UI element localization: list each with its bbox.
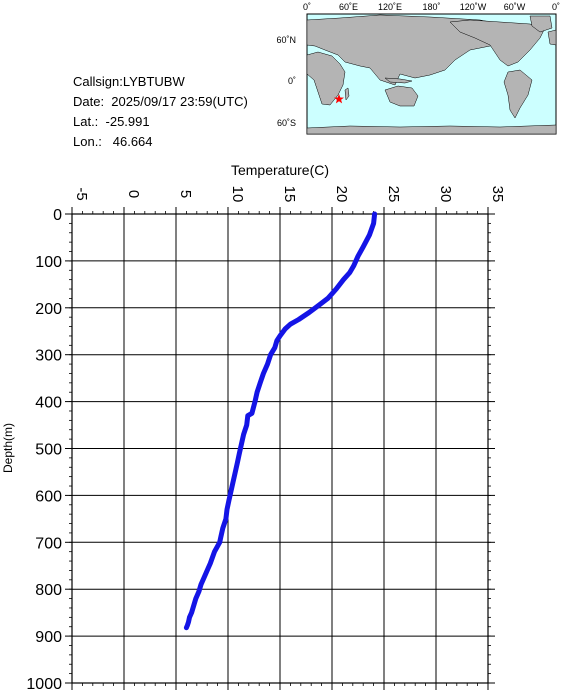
x-axis-label: Temperature(C) — [231, 162, 329, 178]
x-tick-label: 35 — [489, 186, 506, 203]
y-tick-label: 500 — [35, 442, 62, 459]
y-tick-label: 1000 — [26, 676, 62, 690]
callsign-text: Callsign:LYBTUBW — [73, 74, 185, 89]
y-tick-label: 100 — [35, 254, 62, 271]
station-info: Callsign:LYBTUBW Date: 2025/09/17 23:59(… — [73, 72, 248, 152]
y-tick-label: 400 — [35, 395, 62, 412]
map-side-label: 0˚ — [288, 76, 296, 86]
y-tick-label: 200 — [35, 301, 62, 318]
x-tick-label: 0 — [125, 190, 142, 198]
map-top-labels: 0˚ 60˚E 120˚E 180˚ 120˚W 60˚W 0˚ — [303, 2, 560, 12]
chart-grid — [71, 213, 489, 684]
map-top-label: 60˚W — [504, 2, 526, 12]
y-tick-label: 800 — [35, 582, 62, 599]
x-tick-label: 20 — [333, 186, 350, 203]
lon-text: Lon.: 46.664 — [73, 134, 153, 149]
y-tick-label: 300 — [35, 348, 62, 365]
date-text: Date: 2025/09/17 23:59(UTC) — [73, 94, 248, 109]
map-side-labels: 60˚N 0˚ 60˚S — [276, 35, 296, 128]
lat-text: Lat.: -25.991 — [73, 114, 150, 129]
map-top-label: 120˚W — [460, 2, 487, 12]
x-tick-label: 10 — [229, 186, 246, 203]
station-marker-star-icon — [334, 94, 344, 104]
map-top-label: 120˚E — [378, 2, 402, 12]
map-land — [306, 14, 557, 135]
y-tick-label: 600 — [35, 488, 62, 505]
x-tick-label: 15 — [281, 186, 298, 203]
map-side-label: 60˚N — [276, 35, 296, 45]
y-tick-labels: 0 100 200 300 400 500 600 700 800 900 1000 — [26, 207, 62, 690]
x-tick-label: 30 — [437, 186, 454, 203]
y-tick-label: 700 — [35, 535, 62, 552]
map-top-label: 0˚ — [552, 2, 560, 12]
y-tick-label: 900 — [35, 629, 62, 646]
temperature-profile-line — [183, 211, 378, 631]
map-side-label: 60˚S — [277, 118, 296, 128]
map-top-label: 60˚E — [339, 2, 358, 12]
x-tick-label: -5 — [73, 187, 90, 200]
y-axis-label: Depth(m) — [1, 423, 15, 473]
map-top-label: 0˚ — [303, 2, 311, 12]
map-top-label: 180˚ — [422, 2, 440, 12]
x-tick-label: 5 — [177, 190, 194, 198]
world-map: 0˚ 60˚E 120˚E 180˚ 120˚W 60˚W 0˚ 60˚N 0˚ 60˚S — [276, 2, 560, 135]
x-tick-labels: -5 0 5 10 15 20 25 30 35 — [73, 186, 506, 203]
y-tick-label: 0 — [53, 207, 62, 224]
x-tick-label: 25 — [385, 186, 402, 203]
chart-ticks — [65, 207, 495, 690]
